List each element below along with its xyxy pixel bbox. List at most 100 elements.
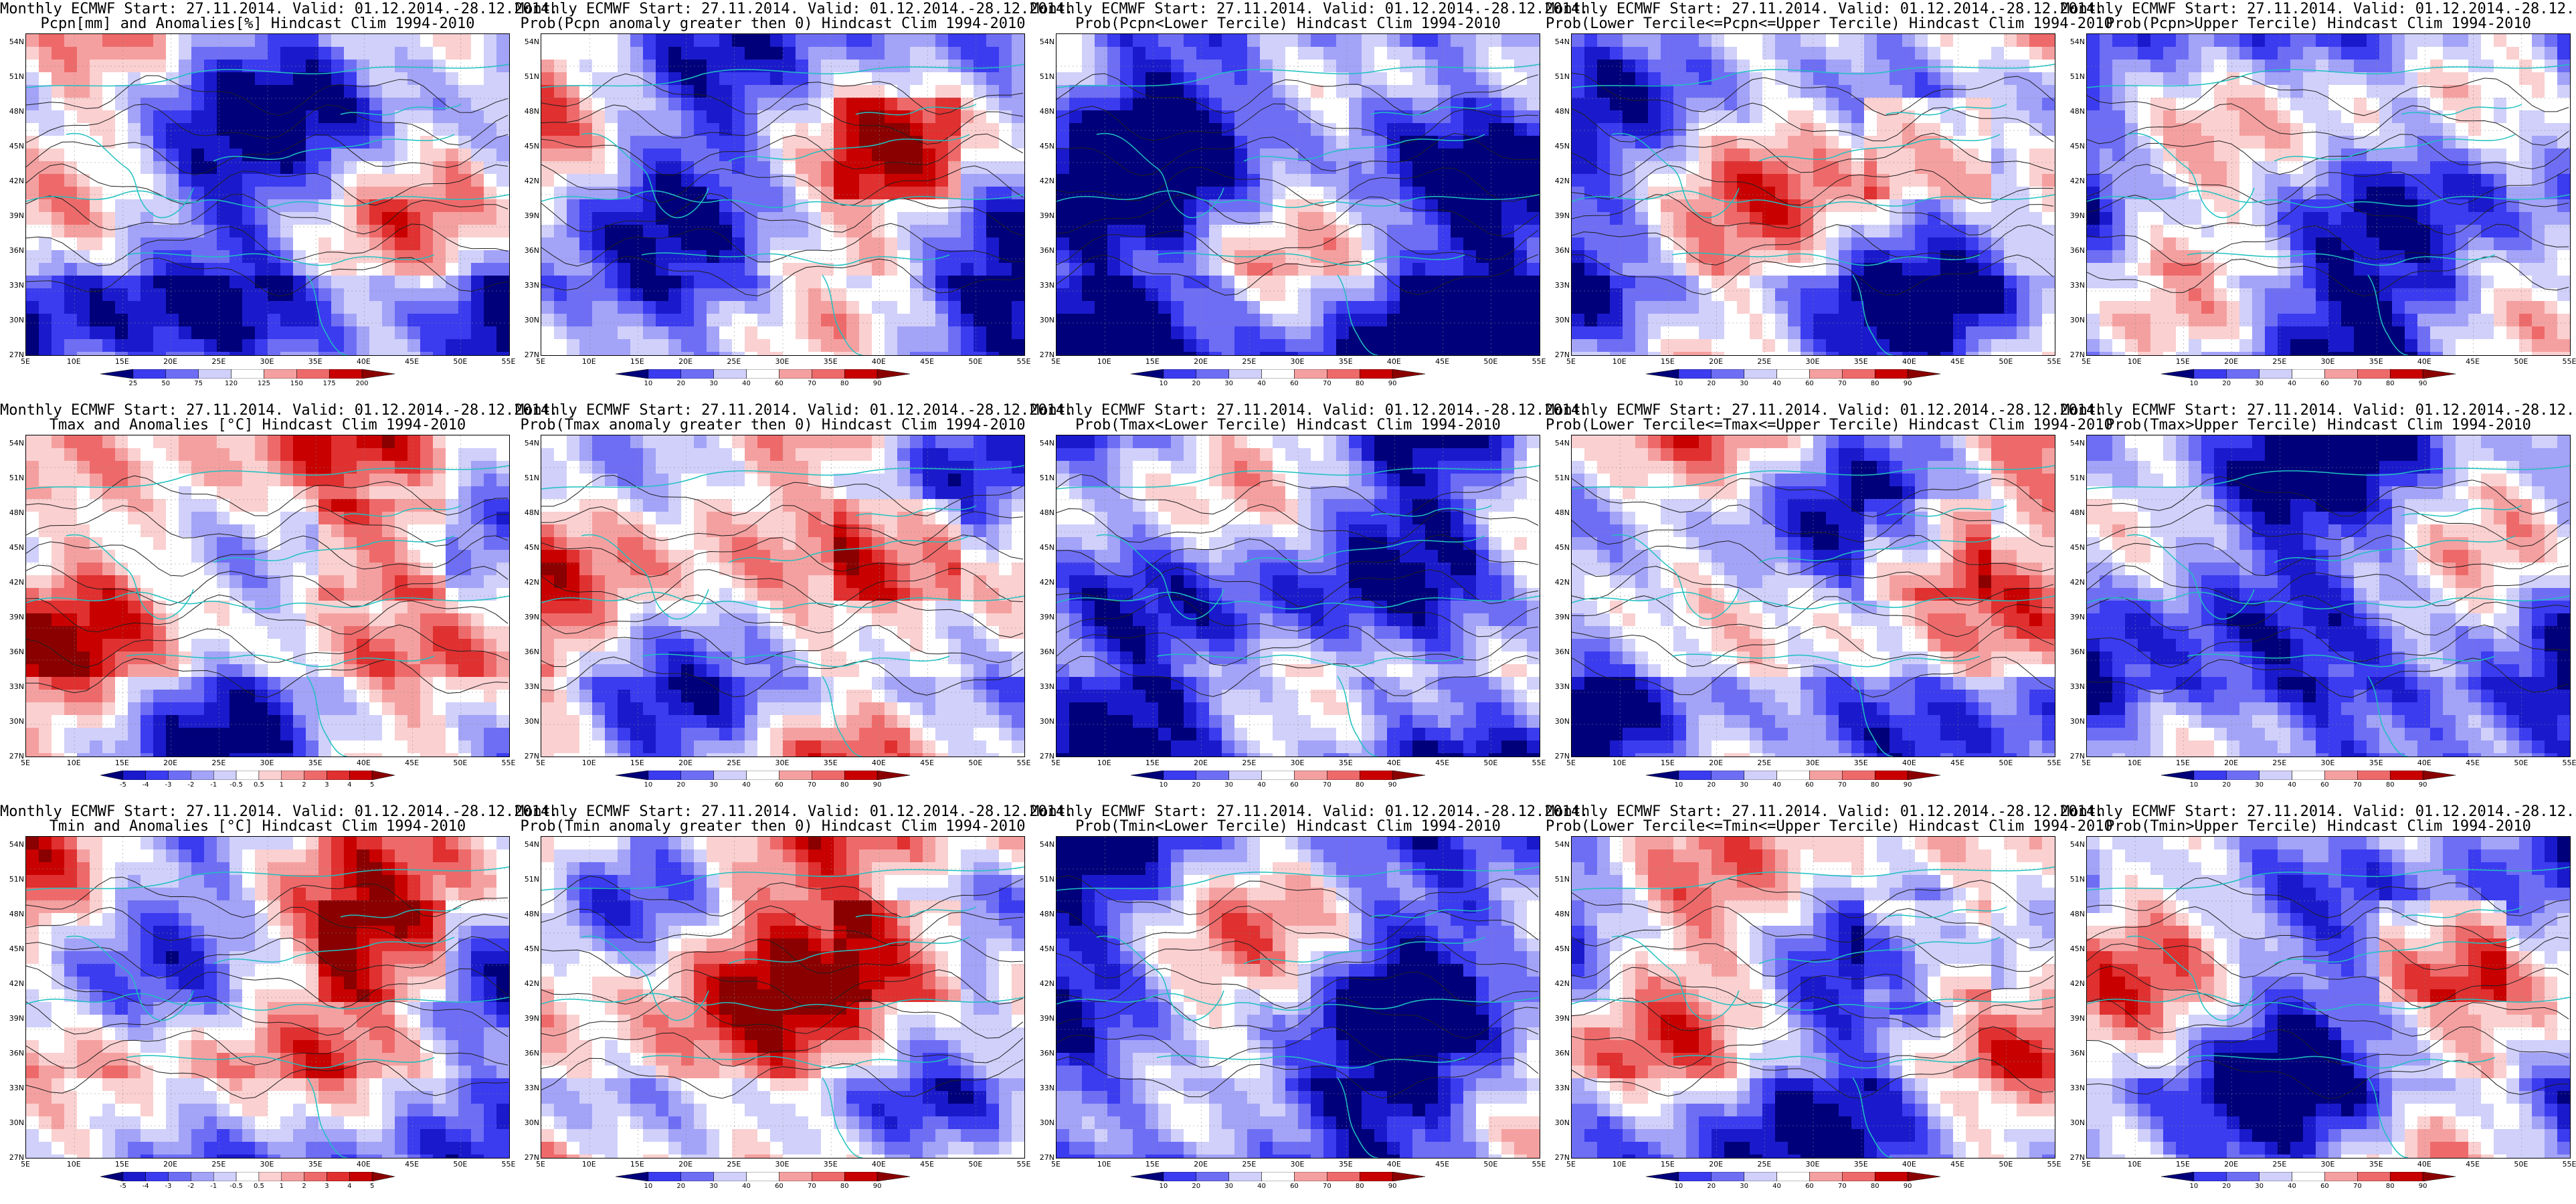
latitude-label: 45N: [9, 142, 24, 150]
longitude-label: 40E: [1386, 357, 1401, 366]
latitude-label: 48N: [524, 107, 539, 116]
latitude-label: 36N: [524, 246, 539, 255]
colorbar-tick-label: 90: [872, 380, 882, 387]
forecast-field: [2087, 34, 2570, 355]
colorbar-tick-label: 10: [1674, 1183, 1683, 1190]
latitude-label: 30N: [1039, 717, 1054, 726]
longitude-label: 50E: [453, 357, 468, 366]
longitude-label: 50E: [1999, 1160, 2013, 1169]
longitude-label: 10E: [2127, 357, 2142, 366]
longitude-label: 5E: [1051, 759, 1061, 767]
longitude-label: 40E: [356, 1160, 371, 1169]
longitude-label: 55E: [2562, 357, 2576, 366]
colorbar-tick-label: 30: [2255, 781, 2264, 789]
forecast-field: [2087, 435, 2570, 757]
colorbar-tick-label: 120: [225, 380, 238, 387]
colorbar: [1131, 369, 1425, 379]
longitude-label: 30E: [1290, 357, 1305, 366]
longitude-label: 40E: [2417, 357, 2431, 366]
latitude-label: 33N: [1554, 682, 1570, 691]
longitude-label: 40E: [871, 759, 886, 767]
longitude-label: 15E: [114, 1160, 129, 1169]
longitude-label: 45E: [405, 759, 420, 767]
latitude-label: 30N: [2069, 316, 2085, 324]
forecast-map: [1571, 33, 2055, 356]
longitude-label: 55E: [1532, 759, 1546, 767]
longitude-label: 40E: [2417, 1160, 2431, 1169]
colorbar-tick-label: 4: [347, 781, 352, 789]
latitude-label: 27N: [1039, 1153, 1054, 1162]
colorbar-tick-label: 2: [302, 1183, 306, 1190]
latitude-label: 27N: [9, 752, 24, 761]
panel-title-line1: Monthly ECMWF Start: 27.11.2014. Valid: …: [0, 1, 559, 17]
colorbar-tick-label: 30: [1224, 1183, 1234, 1190]
colorbar-tick-label: 20: [2222, 781, 2231, 789]
forecast-map: [25, 33, 510, 356]
longitude-label: 35E: [2369, 357, 2383, 366]
longitude-label: 45E: [1435, 759, 1450, 767]
longitude-label: 10E: [2127, 759, 2142, 767]
latitude-label: 39N: [1039, 211, 1054, 220]
colorbar-tick-label: 80: [2385, 1183, 2395, 1190]
latitude-label: 48N: [2069, 508, 2085, 517]
colorbar-tick-label: 30: [2255, 380, 2264, 387]
longitude-label: 25E: [1242, 357, 1257, 366]
longitude-label: 15E: [1660, 1160, 1675, 1169]
forecast-map: [1056, 435, 1540, 757]
latitude-label: 51N: [1554, 875, 1570, 884]
colorbar-tick-label: 60: [1805, 781, 1814, 789]
latitude-label: 36N: [9, 246, 24, 255]
longitude-label: 35E: [1853, 759, 1868, 767]
longitude-label: 20E: [1194, 1160, 1208, 1169]
latitude-label: 51N: [9, 474, 24, 482]
forecast-field: [1056, 435, 1540, 757]
longitude-label: 10E: [1612, 759, 1627, 767]
longitude-label: 50E: [1483, 357, 1498, 366]
longitude-label: 25E: [727, 759, 741, 767]
colorbar: [1646, 1172, 1940, 1181]
colorbar: [1646, 369, 1940, 379]
colorbar-tick-label: 60: [775, 380, 784, 387]
longitude-label: 35E: [1338, 1160, 1353, 1169]
colorbar-tick-label: -0.5: [229, 1183, 243, 1190]
colorbar-labels: 25 50 75 120 125 150 175 200: [100, 380, 395, 389]
colorbar-tick-label: 5: [369, 1183, 375, 1190]
forecast-map: [1571, 836, 2055, 1159]
latitude-label: 42N: [9, 979, 24, 988]
latitude-label: 27N: [1554, 752, 1570, 761]
colorbar-tick-label: -5: [119, 781, 126, 789]
latitude-label: 48N: [9, 910, 24, 918]
colorbar-tick-label: 40: [2288, 781, 2296, 789]
longitude-label: 50E: [2514, 1160, 2528, 1169]
longitude-label: 25E: [1757, 759, 1772, 767]
longitude-label: 35E: [823, 759, 838, 767]
longitude-label: 5E: [1566, 1160, 1576, 1169]
longitude-label: 45E: [1950, 759, 1965, 767]
latitude-label: 36N: [2069, 647, 2085, 656]
latitude-label: 33N: [9, 682, 24, 691]
latitude-label: 39N: [1554, 1014, 1570, 1023]
latitude-label: 36N: [2069, 246, 2085, 255]
panel-title-line2: Prob(Tmin anomaly greater then 0) Hindca…: [520, 818, 1026, 835]
colorbar: [2161, 1172, 2456, 1181]
colorbar-tick-label: 3: [325, 781, 329, 789]
forecast-map: [1571, 435, 2055, 757]
forecast-field: [1572, 34, 2055, 355]
latitude-label: 39N: [9, 613, 24, 621]
latitude-label: 48N: [524, 508, 539, 517]
longitude-label: 35E: [1338, 357, 1353, 366]
longitude-label: 50E: [2514, 357, 2528, 366]
latitude-label: 27N: [524, 1153, 539, 1162]
colorbar-tick-label: 1: [279, 1183, 284, 1190]
latitude-label: 27N: [2069, 1153, 2085, 1162]
longitude-label: 15E: [114, 759, 129, 767]
panel-title-line2: Prob(Tmax anomaly greater then 0) Hindca…: [520, 417, 1026, 433]
colorbar-tick-label: 10: [1159, 1183, 1168, 1190]
longitude-label: 15E: [1145, 1160, 1160, 1169]
colorbar-tick-label: 60: [775, 781, 784, 789]
latitude-label: 30N: [524, 316, 539, 324]
longitude-label: 30E: [1805, 759, 1820, 767]
latitude-label: 54N: [2069, 840, 2085, 849]
longitude-label: 40E: [871, 357, 886, 366]
panel-title-line2: Prob(Lower Tercile<=Pcpn<=Upper Tercile)…: [1546, 15, 2113, 32]
